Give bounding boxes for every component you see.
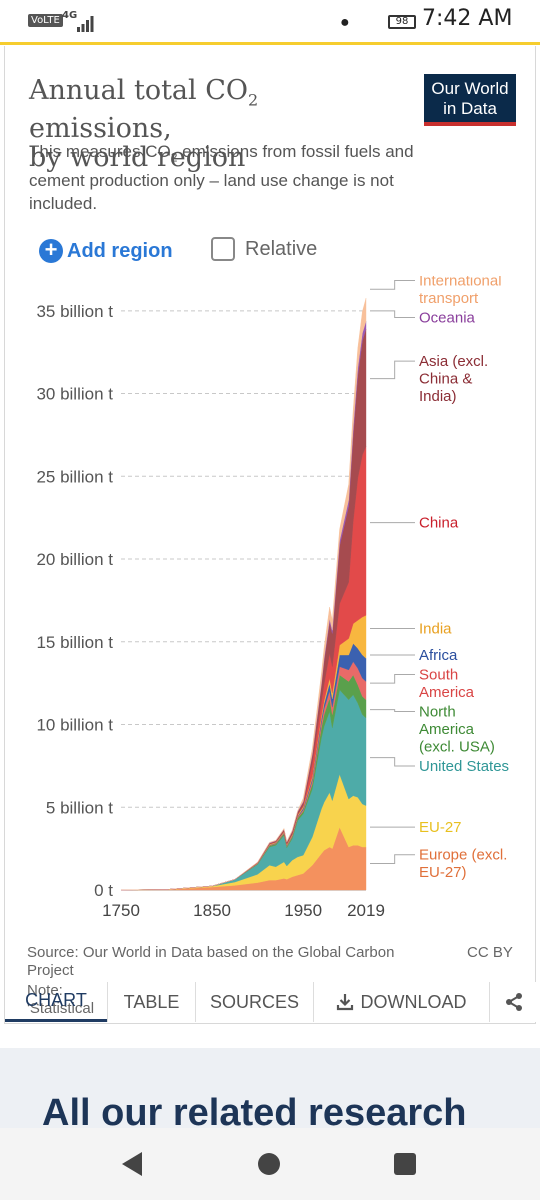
- source-text: Source: Our World in Data based on the G…: [27, 944, 395, 979]
- recent-apps-icon[interactable]: [394, 1153, 416, 1175]
- download-label: DOWNLOAD: [360, 991, 467, 1012]
- related-research-heading: All our related research: [42, 1092, 467, 1128]
- label-connector: [370, 310, 415, 319]
- accent-line: [0, 42, 540, 45]
- series-label: India: [419, 620, 452, 637]
- label-connector: [370, 709, 415, 713]
- related-research-section: All our related research: [0, 1048, 540, 1128]
- y-tick-label: 25 billion t: [36, 467, 113, 486]
- label-connector: [370, 854, 415, 865]
- owid-logo[interactable]: Our World in Data: [424, 74, 516, 126]
- relative-toggle[interactable]: Relative: [211, 234, 317, 264]
- area-international-transport: [120, 298, 367, 891]
- share-icon: [505, 993, 522, 1011]
- series-label: Asia (excl.: [419, 353, 488, 370]
- relative-checkbox[interactable]: [211, 237, 235, 261]
- label-connector: [370, 757, 415, 767]
- emissions-chart[interactable]: 0 t 5 billion t 10 billion t 15 billion t 20…: [5, 276, 537, 936]
- add-region-button[interactable]: + Add region: [39, 236, 173, 266]
- chart-card: Annual total CO2 emissions, by world reg…: [4, 46, 537, 1024]
- x-tick-label: 2019: [347, 901, 385, 920]
- series-label: India): [419, 388, 457, 405]
- share-button[interactable]: [489, 982, 537, 1022]
- tab-download[interactable]: DOWNLOAD: [313, 982, 489, 1022]
- series-label: China &: [419, 370, 472, 387]
- y-tick-label: 5 billion t: [46, 798, 113, 817]
- series-label: America: [419, 721, 475, 738]
- y-tick-label: 10 billion t: [36, 716, 113, 735]
- label-connector: [370, 280, 415, 290]
- plus-icon: +: [39, 239, 63, 263]
- tab-table[interactable]: TABLE: [107, 982, 195, 1022]
- network-type: 4G: [62, 10, 78, 21]
- download-icon: [337, 994, 354, 1011]
- signal-icon: [77, 16, 94, 32]
- clock: 7:42 AM: [422, 6, 513, 31]
- tab-sources[interactable]: SOURCES: [195, 982, 313, 1022]
- tab-chart[interactable]: CHART: [5, 982, 107, 1022]
- y-tick-label: 30 billion t: [36, 385, 113, 404]
- series-label: United States: [419, 758, 509, 775]
- back-icon[interactable]: [122, 1152, 142, 1176]
- series-label: International: [419, 276, 502, 289]
- series-label: South: [419, 666, 458, 683]
- home-icon[interactable]: [258, 1153, 280, 1175]
- label-connector: [370, 360, 415, 380]
- note-text: Note: 'Statistical differences' included…: [27, 982, 95, 1017]
- chart-title: Annual total CO2 emissions, by world reg…: [29, 75, 259, 174]
- series-label: EU-27): [419, 864, 467, 881]
- notification-dot-icon: ●: [340, 14, 350, 31]
- y-tick-label: 20 billion t: [36, 550, 113, 569]
- series-label: Africa: [419, 647, 458, 664]
- add-region-label: Add region: [67, 239, 173, 262]
- chart-tabs: CHART TABLE SOURCES DOWNLOAD: [5, 982, 537, 1022]
- battery-icon: 98: [388, 15, 416, 29]
- license-link[interactable]: CC BY: [467, 944, 513, 961]
- y-tick-label: 15 billion t: [36, 633, 113, 652]
- series-label: North: [419, 703, 456, 720]
- series-label: Europe (excl.: [419, 847, 507, 864]
- series-label: America: [419, 684, 475, 701]
- status-bar: VoLTE 4G ● 98 7:42 AM: [0, 0, 540, 44]
- chart-subtitle: This measures CO2 emissions from fossil …: [29, 142, 414, 214]
- series-label: China: [419, 514, 459, 531]
- navigation-bar: [0, 1128, 540, 1200]
- y-tick-label: 35 billion t: [36, 302, 113, 321]
- label-connector: [370, 674, 415, 684]
- relative-label: Relative: [245, 237, 318, 260]
- y-tick-label: 0 t: [94, 881, 113, 900]
- series-label: (excl. USA): [419, 738, 495, 755]
- series-label: EU-27: [419, 819, 462, 836]
- x-tick-label: 1950: [284, 901, 322, 920]
- x-tick-label: 1750: [102, 901, 140, 920]
- series-label: Oceania: [419, 309, 476, 326]
- volte-indicator: VoLTE: [28, 14, 63, 27]
- series-label: transport: [419, 290, 479, 307]
- x-tick-label: 1850: [193, 901, 231, 920]
